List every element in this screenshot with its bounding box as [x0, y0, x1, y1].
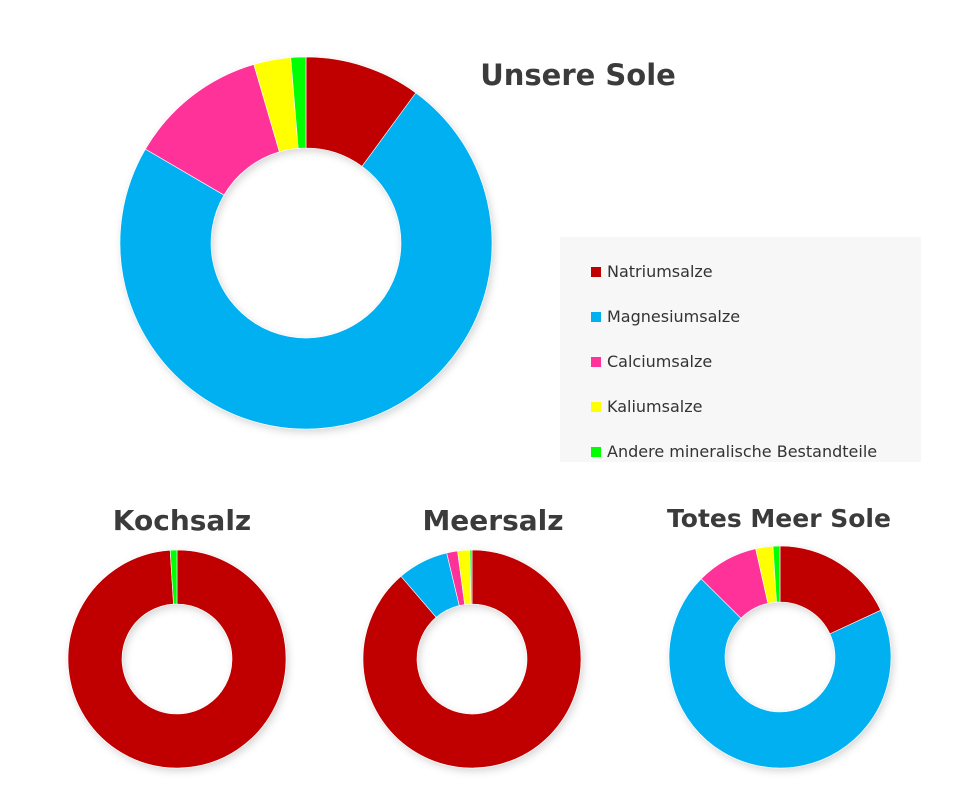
legend-swatch-magnesiumsalze [591, 311, 601, 322]
legend-swatch-andere-bestandteile [591, 446, 601, 457]
legend-item-natriumsalze: Natriumsalze [591, 249, 921, 294]
chart-title-totes-meer-sole: Totes Meer Sole [667, 504, 891, 533]
chart-title-meersalz: Meersalz [422, 504, 564, 537]
chart-title-unsere-sole: Unsere Sole [480, 58, 676, 92]
slice-meersalz-natriumsalze [362, 549, 582, 769]
slice-meersalz-andere-bestandteile [469, 549, 473, 605]
slice-totes-meer-sole-magnesiumsalze [668, 578, 892, 769]
legend-item-magnesiumsalze: Magnesiumsalze [591, 294, 921, 339]
donut-meersalz [362, 549, 582, 769]
donut-totes-meer-sole [668, 545, 892, 769]
legend-item-kaliumsalze: Kaliumsalze [591, 384, 921, 429]
chart-title-kochsalz: Kochsalz [112, 504, 252, 537]
legend-label-magnesiumsalze: Magnesiumsalze [607, 307, 741, 326]
legend-label-andere-bestandteile: Andere mineralische Bestandteile [607, 442, 878, 461]
legend-swatch-calciumsalze [591, 356, 601, 367]
slice-unsere-sole-magnesiumsalze [119, 92, 493, 430]
legend-label-kaliumsalze: Kaliumsalze [607, 397, 703, 416]
slice-totes-meer-sole-andere-bestandteile [772, 545, 781, 603]
donut-kochsalz [67, 549, 287, 769]
legend-swatch-kaliumsalze [591, 401, 601, 412]
legend-item-calciumsalze: Calciumsalze [591, 339, 921, 384]
chart-legend: Natriumsalze Magnesiumsalze Calciumsalze… [560, 237, 921, 462]
legend-label-natriumsalze: Natriumsalze [607, 262, 713, 281]
legend-item-andere-bestandteile: Andere mineralische Bestandteile [591, 429, 921, 474]
legend-label-calciumsalze: Calciumsalze [607, 352, 713, 371]
slice-kochsalz-andere-bestandteile [169, 549, 178, 605]
legend-swatch-natriumsalze [591, 266, 601, 277]
slice-kochsalz-natriumsalze [67, 549, 287, 769]
donut-unsere-sole [119, 56, 493, 430]
slice-unsere-sole-andere-bestandteile [290, 56, 307, 149]
